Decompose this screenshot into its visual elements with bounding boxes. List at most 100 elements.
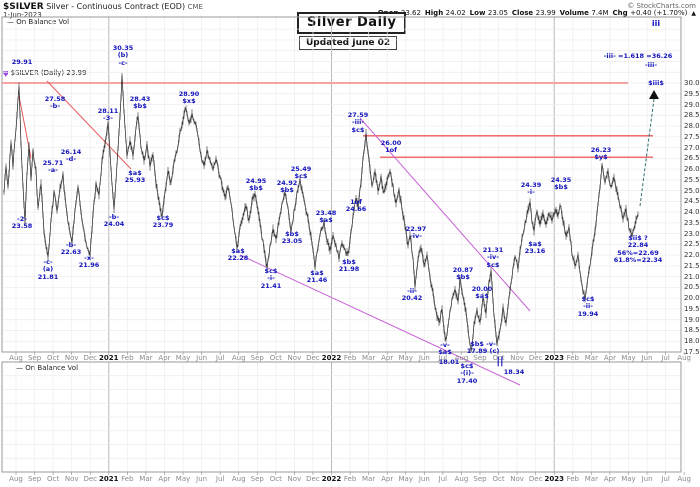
x-axis-month-label: Sep [473, 354, 487, 362]
annotation-line: 24.95 [245, 177, 267, 185]
x-axis-month-label: Sep [250, 354, 264, 362]
quote-field-value: 7.4M [591, 9, 609, 17]
x-axis-month-label: Jul [215, 354, 225, 362]
x-axis-month-label: Nov [64, 354, 79, 362]
annotation-line: -v- [440, 341, 450, 349]
x-axis-month-label: Aug [9, 354, 23, 362]
x-axis-month-label: Nov [287, 354, 302, 362]
obv-legend-bottom: — On Balance Vol [16, 364, 79, 372]
wave-annotation: 30.35 (b) -c- [113, 44, 134, 67]
annotation-line: -iii- [644, 61, 658, 69]
annotation-line: $a$ [319, 216, 333, 225]
trendline [359, 117, 531, 312]
x-axis-month-label: Jun [418, 354, 430, 362]
annotation-line: 1of [350, 198, 362, 206]
x-axis-month-label: Dec [83, 354, 97, 362]
annotation-line: -x- [84, 254, 94, 262]
annotation-line: || [496, 356, 504, 367]
x-axis-month-label: Feb [566, 475, 579, 483]
x-axis-month-label: Jun [196, 475, 208, 483]
projection-arrow-line [639, 98, 655, 207]
chart-header: $SILVER Silver - Continuous Contract (EO… [3, 2, 203, 12]
y-axis-tick-label: 27.5 [684, 132, 700, 141]
wave-annotation: -b- 22.63 [61, 241, 82, 257]
y-axis-tick-label: 18.0 [684, 337, 700, 346]
annotation-line: 26.00 [380, 139, 402, 147]
annotation-line: $c$ [294, 172, 308, 181]
wave-annotation: 18.34 [504, 368, 525, 376]
annotation-line: 23.05 [281, 237, 303, 246]
wave-annotation: iii [652, 19, 660, 29]
wave-annotation: 25.49 $c$ [291, 165, 312, 181]
wave-annotation: || [496, 356, 503, 367]
quote-field-value: 23.62 [400, 9, 421, 17]
wave-annotation: 21.31 -iv- $c$ [483, 246, 504, 269]
x-axis-month-label: Jul [215, 475, 225, 483]
wave-annotation: 26.14 -d- [61, 148, 82, 164]
wave-annotation: -c- (a) 21.81 [37, 258, 59, 281]
annotation-line: 25.71 [42, 159, 64, 167]
x-axis-month-label: Dec [306, 475, 320, 483]
series-label: ψ $SILVER (Daily) 23.99 [3, 69, 86, 77]
annotation-line: 22.97 [405, 225, 427, 233]
x-axis-month-label: Apr [158, 475, 171, 483]
x-axis-month-label: Nov [287, 475, 302, 483]
annotation-line: $c$ [460, 362, 474, 370]
y-axis-tick-label: 23.0 [684, 229, 700, 238]
annotation-line: $b$ [249, 184, 263, 193]
x-axis-month-label: Apr [158, 354, 171, 362]
quote-field-label: High [424, 9, 446, 17]
quote-field-label: Chg [612, 9, 631, 17]
y-axis-tick-label: 29.5 [684, 89, 700, 98]
x-axis-month-label: Dec [528, 354, 543, 362]
x-axis-month-label: Mar [362, 475, 376, 483]
annotation-line: 20.87 [452, 266, 474, 274]
annotation-line: -ii- [407, 287, 417, 295]
annotation-line: -3- [103, 114, 113, 123]
wave-annotation: $a$ 21.46 [307, 269, 328, 285]
annotation-line: -iv- [410, 232, 422, 241]
x-axis-month-label: May [398, 475, 413, 483]
annotation-line: -b- [108, 213, 120, 221]
annotation-line: $x$ [182, 97, 196, 106]
trendline [239, 254, 521, 386]
annotation-line: 29.91 [11, 58, 33, 66]
annotation-line: $b$ [342, 258, 356, 266]
x-axis-month-label: Aug [9, 475, 23, 483]
wave-annotation: 20.87 $b$ [452, 266, 474, 282]
y-axis-tick-label: 21.0 [684, 272, 700, 281]
x-axis-month-label: Aug [677, 475, 691, 483]
y-axis-tick-label: 24.0 [684, 208, 700, 217]
quote-field-label: Close [511, 9, 536, 17]
x-axis-month-label: Mar [362, 354, 376, 362]
y-axis-tick-label: 28.5 [684, 111, 700, 120]
y-axis-tick-label: 28.0 [684, 122, 700, 131]
annotation-line: 21.96 [78, 261, 100, 270]
wave-annotation: -ii- 20.42 [402, 287, 423, 303]
y-axis-tick-label: 30.0 [684, 79, 700, 87]
y-axis-tick-label: 25.5 [684, 175, 700, 184]
wave-annotation: 20.00 $a$ [472, 285, 493, 301]
y-axis-tick-label: 25.0 [684, 186, 700, 195]
annotation-line: $b$ [285, 230, 299, 238]
x-axis-month-label: May [398, 354, 413, 362]
x-axis-month-label: May [621, 354, 636, 362]
annotation-line: 22.84 [627, 241, 649, 250]
quote-field-value: 23.99 [535, 9, 556, 17]
annotation-line: $iii$ [648, 79, 664, 87]
y-axis-tick-label: 20.0 [684, 294, 700, 303]
wave-annotation: $c$ 23.79 [153, 214, 174, 230]
wave-annotation: 27.59 -iii- $c$ [348, 111, 369, 134]
annotation-line: $c$ [486, 260, 500, 269]
wave-annotation: -v- $a$ [438, 341, 451, 357]
annotation-line: $c$ [351, 125, 365, 134]
annotation-line: 56%=22.69 [617, 248, 659, 257]
annotation-line: -iii- =1.618 =36.26 [603, 52, 673, 60]
annotation-line: 21.81 [37, 272, 59, 281]
annotation-line: $c$ [156, 214, 170, 222]
wave-annotation: -iii- [644, 61, 658, 69]
annotation-line: 28.43 [129, 95, 151, 103]
annotation-line: 24.66 [345, 205, 367, 214]
wave-annotation: -2- 23.58 [12, 215, 33, 231]
